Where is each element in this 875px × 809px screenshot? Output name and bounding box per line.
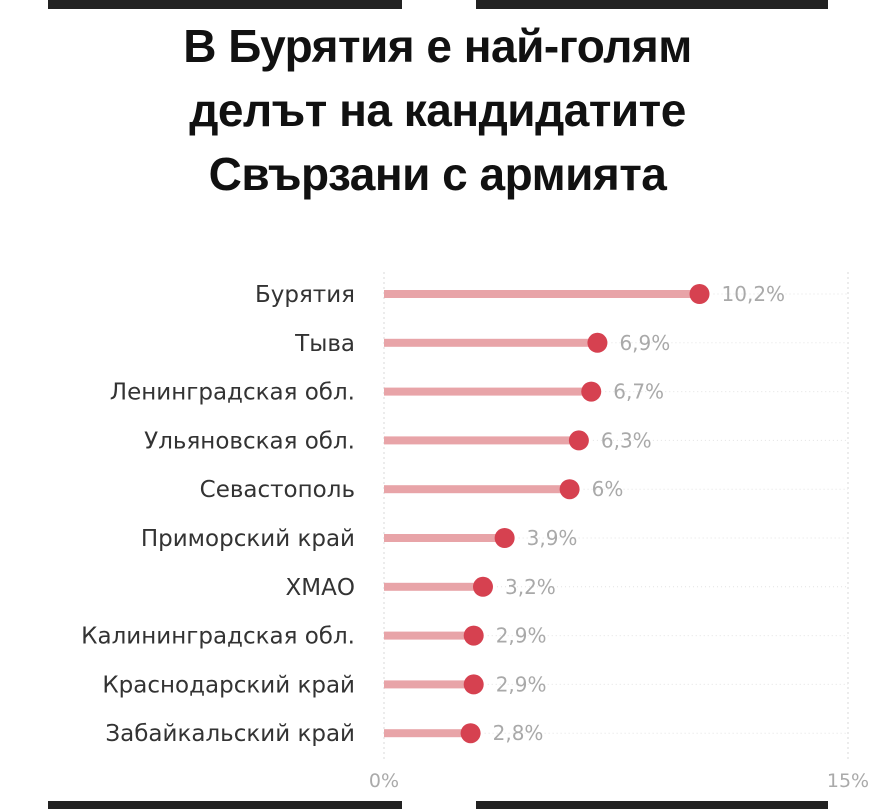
bar <box>384 436 579 445</box>
bar-dot <box>463 625 484 646</box>
bar-dot <box>472 576 493 597</box>
value-label: 2,8% <box>493 721 544 745</box>
title-line-3: Свързани с армията <box>208 148 667 200</box>
bar <box>384 290 700 298</box>
category-label: Приморский край <box>141 526 355 552</box>
bottom-bar-right <box>476 801 828 809</box>
category-label: Ульяновская обл. <box>144 428 355 454</box>
value-label: 2,9% <box>496 672 547 696</box>
x-tick-label: 15% <box>827 770 869 792</box>
bar-dot <box>559 479 580 500</box>
bar-dot <box>460 723 481 744</box>
top-bar-right <box>476 0 828 9</box>
value-label: 3,9% <box>527 526 578 550</box>
category-label: Севастополь <box>200 477 355 503</box>
title-line-2: делът на кандидатите <box>189 84 686 136</box>
bar <box>384 582 483 591</box>
category-label: Забайкальский край <box>105 721 355 747</box>
value-label: 2,9% <box>496 624 547 648</box>
value-label: 6% <box>592 477 624 501</box>
category-label: Калининградская обл. <box>81 624 355 650</box>
bottom-bar-left <box>48 801 402 809</box>
chart-title: В Бурятия е най-голям делът на кандидати… <box>0 14 875 206</box>
top-bar-left <box>48 0 402 9</box>
bar-dot <box>587 332 608 353</box>
bar <box>384 387 592 396</box>
bar <box>384 485 570 494</box>
category-label: Краснодарский край <box>102 672 355 698</box>
bar <box>384 680 474 689</box>
bar-dot <box>581 381 602 402</box>
bar <box>384 729 471 738</box>
value-label: 6,9% <box>619 331 670 355</box>
bar <box>384 631 474 640</box>
category-label: ХМАО <box>286 575 355 601</box>
bar-dot <box>568 430 589 451</box>
bar-dot <box>689 284 710 304</box>
bar <box>384 338 598 347</box>
bar <box>384 534 505 542</box>
value-label: 10,2% <box>722 282 786 306</box>
value-label: 6,3% <box>601 428 652 452</box>
category-label: Тыва <box>294 331 355 357</box>
title-line-1: В Бурятия е най-голям <box>183 20 692 72</box>
value-label: 6,7% <box>613 380 664 404</box>
value-label: 3,2% <box>505 575 556 599</box>
bar-dot <box>463 674 484 695</box>
bar-dot <box>494 528 515 548</box>
x-tick-label: 0% <box>369 770 399 792</box>
category-label: Бурятия <box>255 282 355 308</box>
category-label: Ленинградская обл. <box>110 380 355 406</box>
